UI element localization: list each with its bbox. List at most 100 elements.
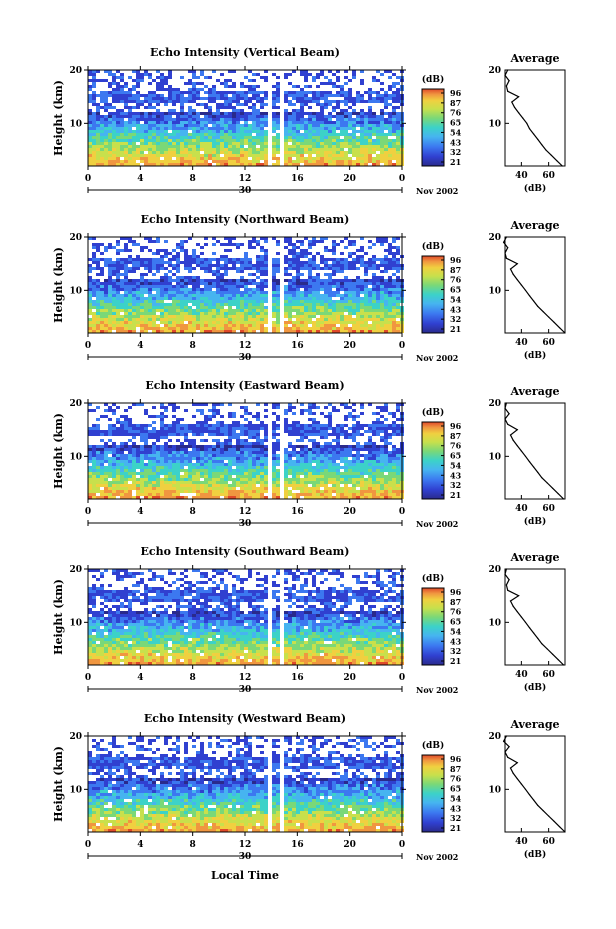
- heatmap-cell: [164, 252, 168, 255]
- heatmap-cell: [108, 330, 112, 333]
- heatmap-cell: [228, 448, 232, 451]
- heatmap-cell: [96, 309, 100, 312]
- heatmap-cell: [320, 312, 324, 315]
- heatmap-cell: [360, 279, 364, 282]
- heatmap-cell: [296, 457, 300, 460]
- heatmap-cell: [372, 124, 376, 127]
- heatmap-cell: [160, 294, 164, 297]
- heatmap-cell: [396, 112, 400, 115]
- heatmap-cell: [144, 327, 148, 330]
- heatmap-cell: [112, 267, 116, 270]
- heatmap-cell: [364, 267, 368, 270]
- heatmap-cell: [296, 160, 300, 163]
- heatmap-cell: [192, 118, 196, 121]
- heatmap-cell: [236, 246, 240, 249]
- heatmap-cell: [256, 136, 260, 139]
- heatmap-cell: [96, 294, 100, 297]
- heatmap-cell: [396, 324, 400, 327]
- heatmap-cell: [88, 433, 92, 436]
- heatmap-cell: [396, 252, 400, 255]
- heatmap-cell: [248, 421, 252, 424]
- heatmap-cell: [304, 424, 308, 427]
- heatmap-cell: [352, 70, 356, 73]
- heatmap-cell: [304, 133, 308, 136]
- heatmap-cell: [212, 312, 216, 315]
- heatmap-cell: [224, 103, 228, 106]
- heatmap-cell: [228, 439, 232, 442]
- heatmap-cell: [156, 103, 160, 106]
- heatmap-cell: [180, 139, 184, 142]
- heatmap-cell: [344, 327, 348, 330]
- heatmap-cell: [300, 70, 304, 73]
- heatmap-cell: [212, 273, 216, 276]
- heatmap-cell: [264, 330, 268, 333]
- heatmap-cell: [188, 309, 192, 312]
- heatmap-cell: [212, 327, 216, 330]
- heatmap-cell: [340, 448, 344, 451]
- heatmap-cell: [128, 109, 132, 112]
- heatmap-cell: [148, 300, 152, 303]
- heatmap-cell: [352, 73, 356, 76]
- heatmap-cell: [324, 130, 328, 133]
- heatmap-cell: [144, 148, 148, 151]
- heatmap-cell: [140, 103, 144, 106]
- heatmap-cell: [332, 142, 336, 145]
- heatmap-cell: [168, 70, 172, 73]
- heatmap-cell: [116, 76, 120, 79]
- heatmap-cell: [244, 303, 248, 306]
- heatmap-cell: [252, 136, 256, 139]
- heatmap-cell: [100, 163, 104, 166]
- heatmap-cell: [232, 294, 236, 297]
- heatmap-cell: [372, 91, 376, 94]
- heatmap-cell: [332, 406, 336, 409]
- heatmap-cell: [320, 130, 324, 133]
- heatmap-cell: [260, 427, 264, 430]
- heatmap-cell: [108, 139, 112, 142]
- heatmap-cell: [352, 448, 356, 451]
- heatmap-cell: [152, 97, 156, 100]
- heatmap-cell: [184, 121, 188, 124]
- heatmap-cell: [316, 406, 320, 409]
- heatmap-cell: [120, 160, 124, 163]
- heatmap-cell: [388, 267, 392, 270]
- heatmap-cell: [148, 445, 152, 448]
- heatmap-cell: [272, 154, 276, 157]
- heatmap-cell: [332, 267, 336, 270]
- heatmap-cell: [332, 261, 336, 264]
- heatmap-cell: [232, 163, 236, 166]
- heatmap-cell: [392, 457, 396, 460]
- heatmap-cell: [256, 297, 260, 300]
- heatmap-cell: [164, 88, 168, 91]
- heatmap-cell: [252, 288, 256, 291]
- heatmap-cell: [256, 73, 260, 76]
- heatmap-cell: [124, 243, 128, 246]
- heatmap-cell: [228, 324, 232, 327]
- heatmap-cell: [348, 267, 352, 270]
- heatmap-cell: [196, 112, 200, 115]
- heatmap-cell: [232, 264, 236, 267]
- heatmap-cell: [204, 282, 208, 285]
- heatmap-cell: [188, 291, 192, 294]
- heatmap-cell: [276, 258, 280, 261]
- heatmap-cell: [224, 282, 228, 285]
- heatmap-cell: [340, 430, 344, 433]
- heatmap-cell: [144, 264, 148, 267]
- heatmap-cell: [192, 258, 196, 261]
- heatmap-cell: [136, 424, 140, 427]
- heatmap-cell: [260, 312, 264, 315]
- heatmap-cell: [140, 427, 144, 430]
- heatmap-cell: [88, 112, 92, 115]
- heatmap-cell: [88, 460, 92, 463]
- heatmap-cell: [104, 127, 108, 130]
- heatmap-cell: [216, 240, 220, 243]
- heatmap-cell: [120, 421, 124, 424]
- heatmap-cell: [248, 88, 252, 91]
- heatmap-cell: [328, 297, 332, 300]
- colorbar-title: (dB): [422, 74, 444, 85]
- heatmap-cell: [272, 315, 276, 318]
- heatmap-cell: [96, 151, 100, 154]
- heatmap-cell: [104, 303, 108, 306]
- heatmap-cell: [208, 157, 212, 160]
- heatmap-cell: [300, 454, 304, 457]
- heatmap-cell: [396, 457, 400, 460]
